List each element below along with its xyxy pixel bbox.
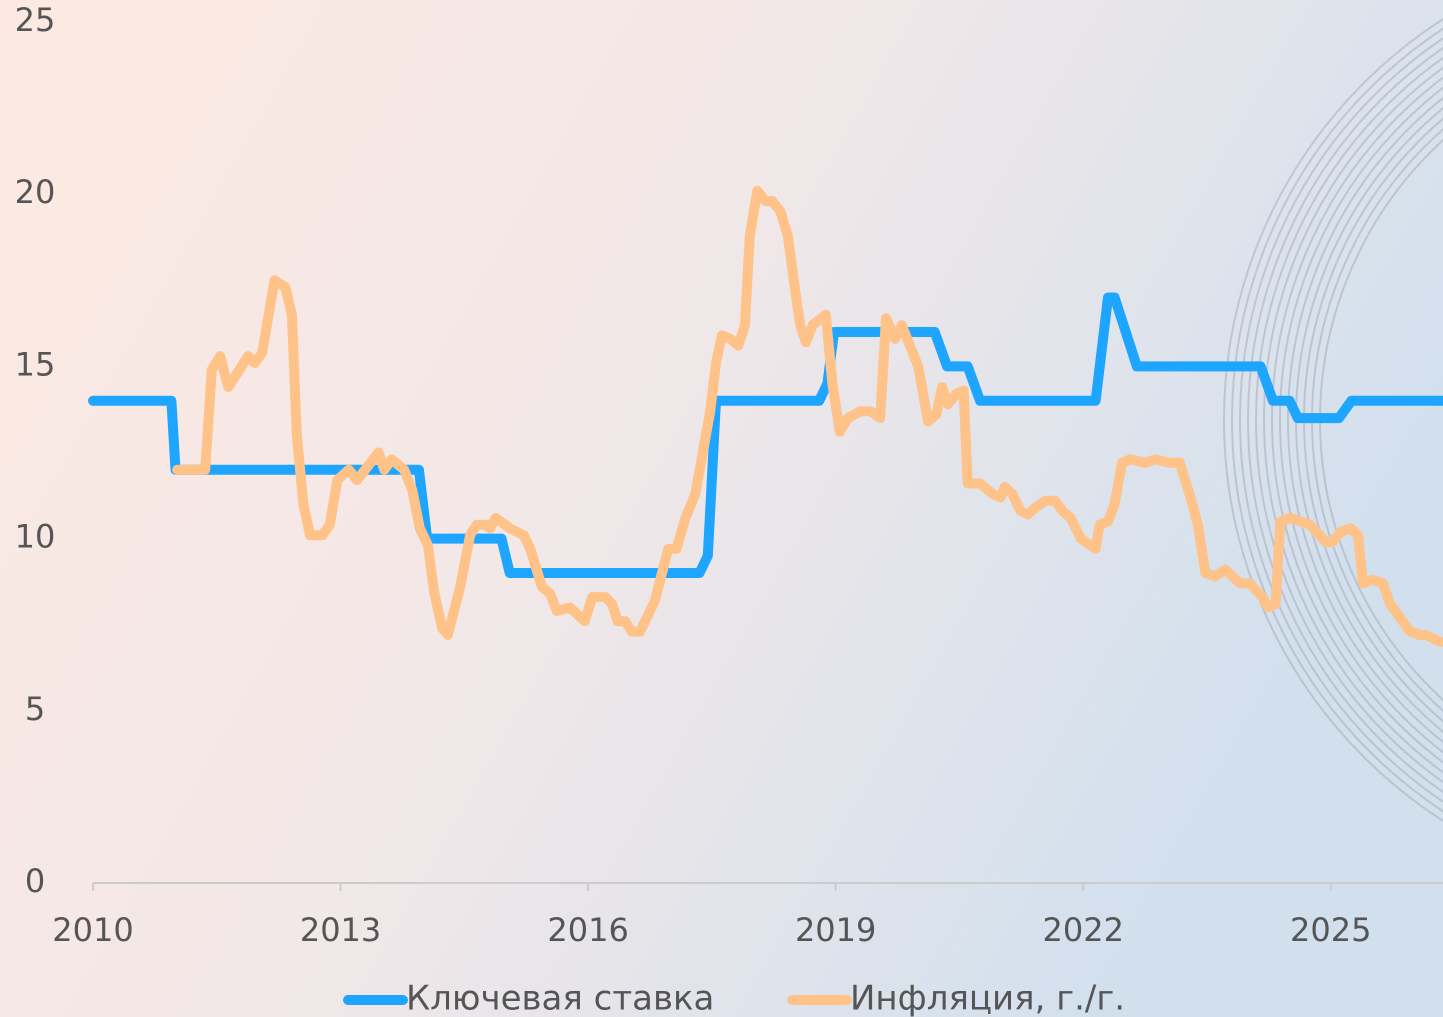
y-tick-label: 5: [25, 690, 45, 728]
page: {"chart_data": {"type": "line", "xlim": …: [0, 0, 1443, 1017]
y-tick-label: 10: [15, 518, 56, 556]
x-tick-label: 2019: [795, 911, 876, 949]
y-tick-label: 25: [15, 1, 56, 39]
x-tick-label: 2016: [547, 911, 628, 949]
x-tick-label: 2025: [1290, 911, 1371, 949]
y-tick-label: 20: [15, 173, 56, 211]
legend-label: Инфляция, г./г.: [850, 979, 1125, 1017]
chart: 0510152025201020132016201920222025 Ключе…: [0, 0, 1443, 1017]
y-tick-label: 0: [25, 862, 45, 900]
x-tick-label: 2022: [1043, 911, 1124, 949]
y-tick-label: 15: [15, 345, 56, 383]
x-tick-label: 2013: [300, 911, 381, 949]
legend-label: Ключевая ставка: [406, 979, 714, 1017]
background: [0, 0, 1443, 1017]
x-tick-label: 2010: [52, 911, 133, 949]
